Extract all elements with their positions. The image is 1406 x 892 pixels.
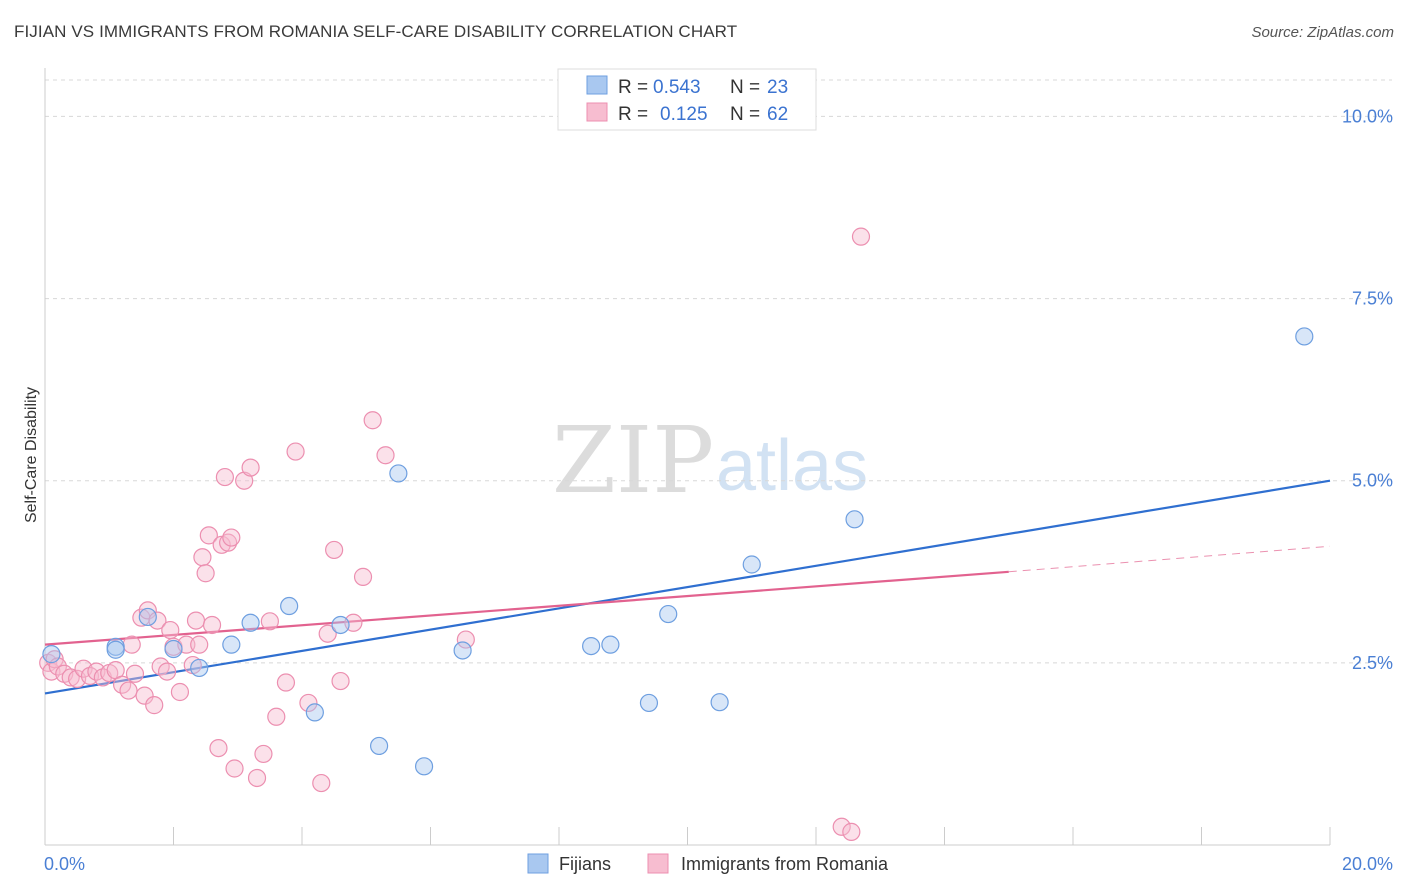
point-romania-45 (260, 612, 279, 631)
y-tick-label-3: 10.0% (1342, 106, 1393, 126)
point-romania-55 (353, 567, 373, 586)
point-romania-32 (196, 564, 215, 583)
watermark-atlas: atlas (716, 426, 868, 506)
point-romania-23 (157, 662, 177, 681)
legend-swatch-romania (586, 102, 608, 122)
point-romania-15 (122, 635, 141, 654)
point-fijian-11 (370, 736, 389, 756)
point-fijian-18 (659, 604, 678, 624)
point-romania-18 (135, 686, 154, 705)
point-romania-38 (219, 533, 238, 552)
point-romania-43 (247, 768, 267, 788)
point-romania-29 (186, 611, 206, 630)
point-fijian-2 (106, 640, 125, 659)
chart-title: FIJIAN VS IMMIGRANTS FROM ROMANIA SELF-C… (14, 22, 738, 41)
point-fijian-0 (42, 645, 61, 664)
point-romania-24 (161, 620, 180, 640)
trend-line-romania (44, 570, 1009, 646)
point-romania-51 (318, 624, 337, 643)
point-fijian-5 (190, 658, 209, 678)
legend-swatch-fijians (586, 75, 608, 95)
point-fijian-22 (1295, 327, 1314, 346)
bottom-legend-label-romania: Immigrants from Romania (681, 854, 889, 874)
legend-bottom: Fijians Immigrants from Romania (527, 853, 889, 874)
point-fijian-12 (389, 464, 408, 483)
point-romania-59 (832, 817, 851, 836)
point-romania-40 (225, 759, 244, 778)
point-romania-49 (299, 693, 318, 713)
point-fijian-7 (241, 613, 260, 632)
point-romania-53 (331, 671, 350, 691)
bottom-legend-swatch-fijians (527, 853, 549, 874)
point-fijian-14 (453, 641, 472, 660)
point-romania-5 (61, 668, 80, 687)
legend-n-label-romania: N = (730, 104, 760, 125)
legend-n-label-fijians: N = (730, 77, 760, 98)
point-romania-35 (209, 738, 228, 758)
point-fijian-21 (845, 510, 864, 529)
point-romania-48 (286, 442, 305, 461)
point-romania-56 (363, 411, 382, 430)
bottom-legend-label-fijians: Fijians (559, 854, 611, 874)
bottom-legend-swatch-romania (647, 853, 669, 874)
legend-n-value-romania: 62 (767, 104, 788, 125)
watermark-zip: ZIP (552, 407, 714, 514)
point-romania-52 (325, 540, 344, 560)
point-romania-61 (851, 227, 871, 246)
point-romania-60 (842, 822, 861, 841)
point-fijian-16 (601, 635, 620, 654)
point-romania-16 (125, 664, 145, 683)
x-tick-label-0: 0.0% (44, 854, 85, 874)
legend-r-value-fijians: 0.543 (653, 77, 701, 98)
point-fijian-13 (414, 757, 434, 776)
point-romania-34 (202, 615, 222, 635)
x-tick-label-1: 20.0% (1342, 854, 1393, 874)
point-fijian-3 (138, 607, 157, 627)
point-fijian-19 (710, 693, 729, 712)
point-romania-47 (276, 673, 296, 692)
point-romania-42 (241, 458, 260, 477)
point-fijian-17 (639, 693, 659, 713)
point-romania-44 (254, 744, 273, 764)
legend-r-label-fijians: R = (618, 77, 648, 98)
point-romania-46 (267, 707, 286, 726)
y-tick-label-2: 7.5% (1352, 289, 1393, 309)
legend-r-value-romania: 0.125 (660, 104, 708, 125)
trend-line-fijians (44, 479, 1331, 695)
point-romania-14 (119, 681, 138, 700)
source-label: Source: ZipAtlas.com (1251, 24, 1394, 41)
point-romania-21 (148, 611, 167, 630)
y-tick-label-0: 2.5% (1352, 653, 1393, 673)
point-romania-39 (222, 528, 241, 547)
point-romania-50 (312, 773, 331, 793)
watermark: ZIP atlas (552, 407, 868, 514)
legend-top: R = 0.543 N = 23 R = 0.125 N = 62 (557, 68, 817, 131)
axes (44, 68, 1331, 846)
point-fijian-10 (331, 615, 350, 635)
point-fijian-15 (582, 636, 601, 656)
point-fijian-8 (280, 596, 299, 616)
grid (45, 79, 1392, 664)
point-romania-37 (215, 467, 234, 487)
point-romania-57 (376, 446, 395, 465)
point-fijian-4 (164, 639, 183, 659)
point-romania-58 (456, 630, 475, 649)
point-romania-30 (190, 635, 209, 654)
point-fijian-9 (305, 703, 324, 722)
point-fijian-6 (222, 635, 241, 654)
point-romania-20 (145, 696, 164, 715)
points (39, 227, 1314, 841)
trend-line-romania-dashed (1008, 545, 1331, 573)
point-romania-31 (193, 548, 212, 567)
trend-lines (44, 479, 1331, 695)
tick-labels: 2.5% 5.0% 7.5% 10.0% 0.0% 20.0% (44, 106, 1393, 874)
point-fijian-20 (742, 555, 761, 574)
legend-n-value-fijians: 23 (767, 77, 788, 98)
y-axis-label: Self-Care Disability (23, 387, 40, 523)
y-tick-label-1: 5.0% (1352, 471, 1393, 491)
point-romania-33 (199, 526, 218, 545)
point-romania-26 (170, 682, 190, 702)
legend-r-label-romania: R = (618, 104, 648, 125)
